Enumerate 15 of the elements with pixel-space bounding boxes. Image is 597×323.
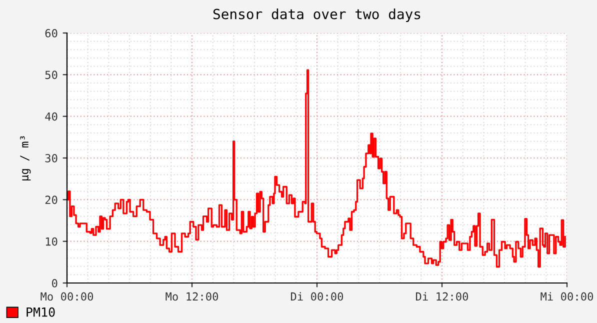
y-tick-label: 30 — [45, 154, 58, 162]
x-tick-label: Di 00:00 — [290, 292, 344, 301]
y-axis-title: µg / m³ — [20, 136, 31, 180]
x-tick-label: Di 12:00 — [416, 292, 468, 301]
x-tick-label: Mo 00:00 — [40, 292, 94, 301]
y-tick-label: 10 — [46, 237, 58, 246]
x-tick-label: Mi 00:00 — [540, 292, 594, 301]
y-tick-label: 40 — [45, 112, 58, 121]
y-tick-label: 50 — [45, 70, 58, 80]
y-tick-label: 0 — [52, 279, 58, 288]
legend-label: PM10 — [26, 307, 55, 317]
y-tick-label: 60 — [45, 29, 58, 38]
y-tick-label: 20 — [45, 196, 58, 204]
chart-title: Sensor data over two days — [213, 8, 420, 22]
x-tick-label: Mo 12:00 — [166, 292, 218, 301]
